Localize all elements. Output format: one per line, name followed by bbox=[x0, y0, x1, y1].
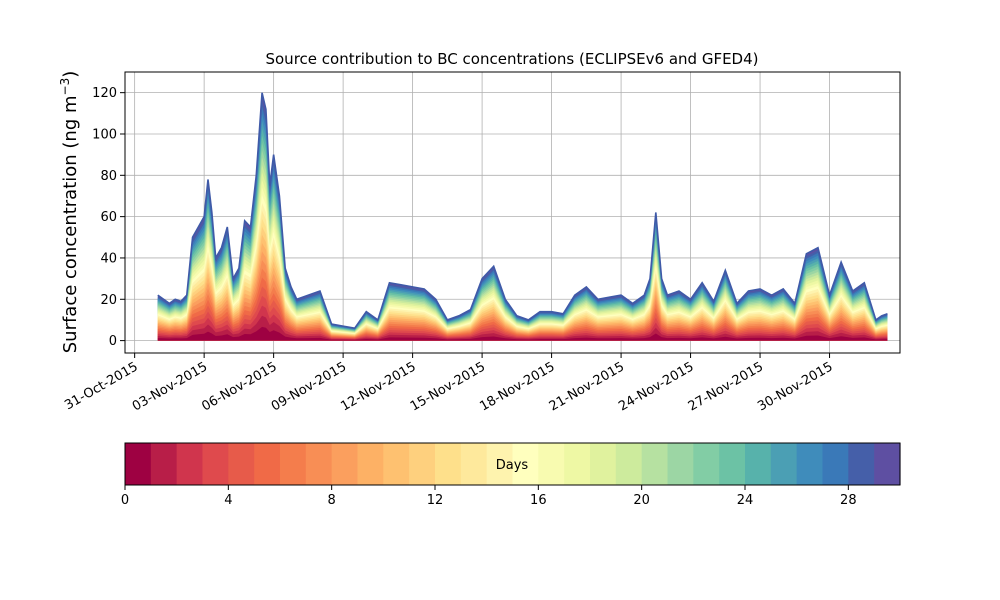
colorbar-segment bbox=[590, 443, 617, 485]
colorbar-label: Days bbox=[496, 458, 529, 473]
y-axis-label: Surface concentration (ng m−3) bbox=[58, 71, 81, 354]
colorbar-segment bbox=[667, 443, 694, 485]
colorbar-segment bbox=[822, 443, 849, 485]
colorbar-segment bbox=[176, 443, 204, 485]
y-tick-label: 120 bbox=[92, 86, 117, 101]
x-tick-label: 30-Nov-2015 bbox=[755, 359, 835, 414]
colorbar-segment bbox=[486, 443, 514, 485]
y-tick-label: 100 bbox=[92, 127, 117, 142]
x-axis: 31-Oct-201503-Nov-201506-Nov-201509-Nov-… bbox=[62, 353, 836, 414]
x-tick-label: 31-Oct-2015 bbox=[62, 359, 140, 413]
colorbar-segment bbox=[745, 443, 772, 485]
colorbar-segment bbox=[641, 443, 669, 485]
colorbar-tick-label: 28 bbox=[840, 493, 857, 508]
y-axis-label-main: Surface concentration (ng m bbox=[60, 95, 81, 353]
colorbar-segment bbox=[538, 443, 565, 485]
colorbar-tick-label: 0 bbox=[121, 493, 129, 508]
colorbar-segment bbox=[460, 443, 488, 485]
colorbar-segment bbox=[719, 443, 746, 485]
colorbar bbox=[125, 443, 901, 485]
colorbar-segment bbox=[874, 443, 901, 485]
area-band-0 bbox=[157, 326, 888, 341]
x-tick-label: 24-Nov-2015 bbox=[616, 359, 696, 414]
x-tick-label: 27-Nov-2015 bbox=[686, 359, 766, 414]
x-tick-label: 06-Nov-2015 bbox=[199, 359, 279, 414]
colorbar-segment bbox=[383, 443, 410, 485]
y-tick-label: 60 bbox=[100, 210, 117, 225]
x-tick-label: 15-Nov-2015 bbox=[408, 359, 488, 414]
colorbar-segment bbox=[796, 443, 824, 485]
colorbar-tick-label: 20 bbox=[633, 493, 650, 508]
total-line bbox=[157, 92, 888, 330]
y-axis-label-power: −3 bbox=[58, 78, 72, 96]
colorbar-segment bbox=[305, 443, 333, 485]
x-tick-label: 09-Nov-2015 bbox=[269, 359, 349, 414]
colorbar-segment bbox=[254, 443, 281, 485]
x-tick-label: 18-Nov-2015 bbox=[477, 359, 557, 414]
colorbar-tick-label: 12 bbox=[427, 493, 444, 508]
y-tick-label: 80 bbox=[100, 169, 117, 184]
colorbar-segment bbox=[435, 443, 462, 485]
colorbar-segment bbox=[615, 443, 643, 485]
colorbar-segment bbox=[770, 443, 798, 485]
colorbar-tick-label: 16 bbox=[530, 493, 547, 508]
colorbar-segment bbox=[564, 443, 591, 485]
stacked-areas bbox=[157, 92, 888, 341]
colorbar-segment bbox=[280, 443, 307, 485]
x-tick-label: 12-Nov-2015 bbox=[338, 359, 418, 414]
colorbar-segment bbox=[202, 443, 229, 485]
colorbar-segment bbox=[125, 443, 152, 485]
colorbar-segment bbox=[357, 443, 384, 485]
colorbar-segment bbox=[693, 443, 720, 485]
x-tick-label: 21-Nov-2015 bbox=[547, 359, 627, 414]
colorbar-segment bbox=[150, 443, 178, 485]
chart-title: Source contribution to BC concentrations… bbox=[265, 50, 758, 68]
colorbar-segment bbox=[228, 443, 255, 485]
colorbar-tick-label: 8 bbox=[328, 493, 336, 508]
y-tick-label: 40 bbox=[100, 251, 117, 266]
colorbar-tick-label: 24 bbox=[737, 493, 754, 508]
colorbar-segment bbox=[512, 443, 539, 485]
colorbar-tick-label: 4 bbox=[224, 493, 232, 508]
axes-frame bbox=[124, 71, 901, 354]
colorbar-frame bbox=[124, 442, 901, 486]
colorbar-segment bbox=[848, 443, 875, 485]
y-axis-label-suffix: ) bbox=[60, 71, 81, 78]
x-tick-label: 03-Nov-2015 bbox=[130, 359, 210, 414]
y-tick-label: 20 bbox=[100, 293, 117, 308]
colorbar-segment bbox=[331, 443, 359, 485]
colorbar-ticks: 0 4 8 12 16 20 24 28 bbox=[121, 485, 857, 508]
y-axis: 0 20 40 60 80 100 120 bbox=[92, 86, 125, 349]
colorbar-segment bbox=[409, 443, 436, 485]
y-tick-label: 0 bbox=[109, 334, 117, 349]
